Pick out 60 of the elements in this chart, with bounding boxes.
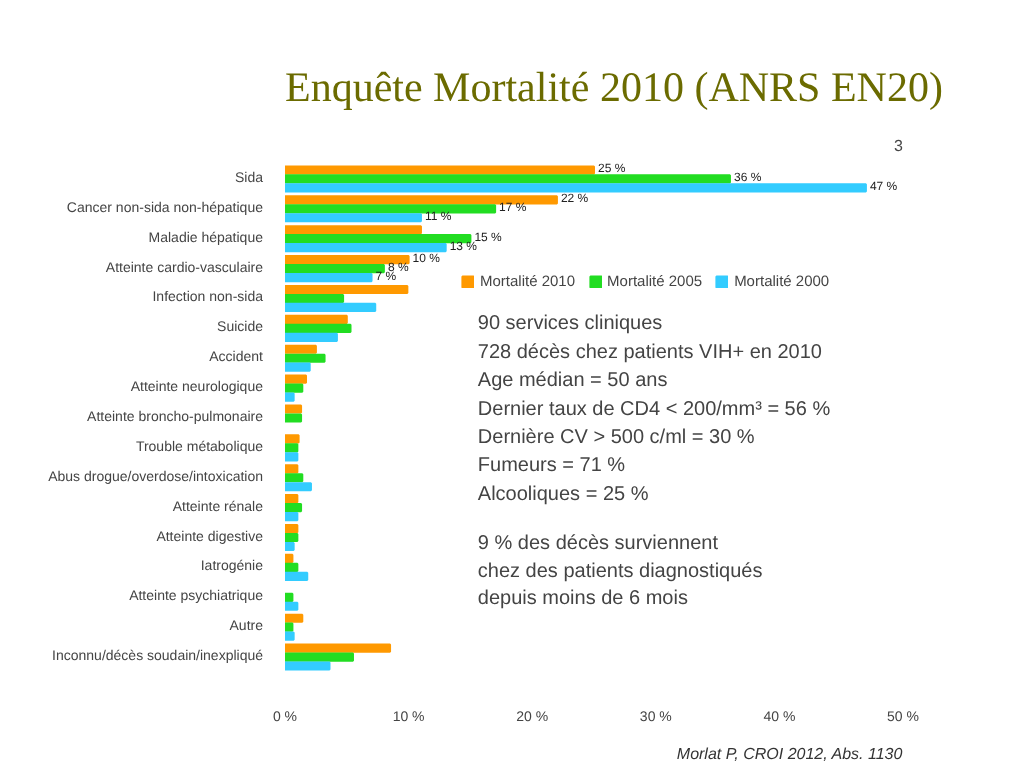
bar [285, 523, 299, 534]
bar [285, 601, 299, 611]
bar [285, 571, 309, 581]
bar [285, 473, 304, 483]
bar [285, 434, 300, 444]
bar [285, 541, 295, 552]
bar [285, 314, 348, 324]
bar [285, 652, 354, 662]
bar [285, 592, 294, 602]
bar [285, 482, 312, 492]
bar [285, 243, 447, 253]
bar [285, 272, 373, 283]
bar [285, 413, 303, 423]
bar [285, 213, 422, 223]
bar [285, 613, 304, 623]
bar [285, 562, 299, 572]
bar [285, 255, 410, 265]
bar [285, 183, 867, 193]
bar [285, 344, 317, 354]
bar [285, 195, 558, 205]
bar [285, 225, 422, 235]
bar [285, 332, 338, 342]
bar [285, 452, 299, 462]
bar [285, 264, 385, 274]
annotation: Dernière CV > 500 c/ml = 30 % [477, 426, 755, 449]
annotation: Fumeurs = 71 % [477, 455, 626, 478]
bar [285, 494, 299, 504]
annotation: Alcooliques = 25 % [477, 483, 649, 506]
bar [285, 553, 294, 564]
bar [285, 383, 304, 393]
bar [285, 362, 311, 372]
bar [285, 503, 303, 513]
bar [285, 631, 295, 641]
bar [285, 293, 345, 304]
bar [285, 353, 326, 363]
bar [285, 165, 595, 175]
bar [285, 392, 295, 402]
chart-title: Enquête Mortalité 2010 (ANRS EN20) [285, 63, 943, 111]
bar [285, 532, 299, 543]
text: 3 [894, 137, 905, 155]
annotation: 9 % des décès surviennent chez des patients diagnostiqués depuis moins de 6 mois [477, 533, 763, 611]
bar [285, 404, 303, 414]
bar [285, 284, 409, 295]
bar [285, 323, 352, 333]
bar [285, 661, 331, 671]
bar [285, 204, 497, 214]
bar [285, 374, 308, 384]
bar [285, 234, 472, 244]
bar [285, 622, 294, 632]
bar [285, 464, 299, 474]
bar [285, 174, 731, 184]
annotation: 90 services cliniques [477, 313, 663, 336]
bar [285, 643, 392, 653]
bar [285, 443, 299, 453]
bar [285, 302, 377, 313]
text: Morlat P, CROI 2012, Abs. 1130 [676, 745, 904, 763]
annotation: 728 décès chez patients VIH+ en 2010 [477, 341, 823, 364]
bar [285, 512, 299, 522]
annotation: Age médian = 50 ans [477, 370, 668, 393]
annotation: Dernier taux de CD4 < 200/mm³ = 56 % [477, 398, 831, 421]
